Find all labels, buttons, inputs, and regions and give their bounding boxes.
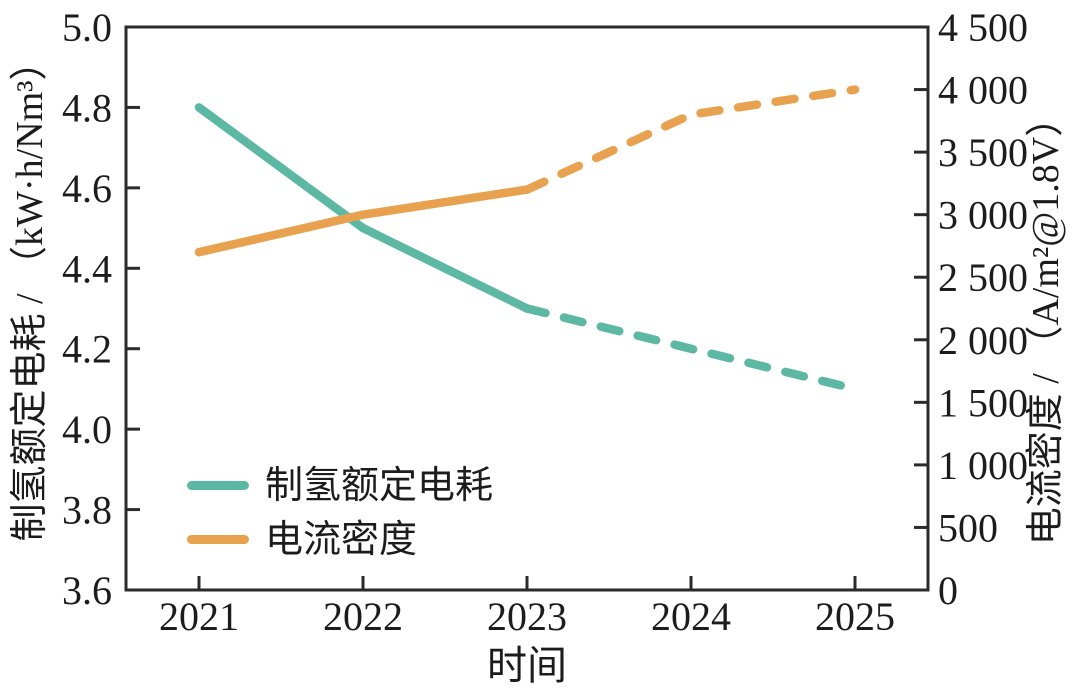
x-axis-tick-label: 2022 xyxy=(323,594,403,639)
series-1-dashed-line xyxy=(522,85,860,194)
right-axis-tick-label: 3 000 xyxy=(938,193,1028,238)
left-axis-tick-label: 4.8 xyxy=(62,85,112,130)
right-axis-tick-label: 2 000 xyxy=(938,318,1028,363)
legend-swatch-current-density-line xyxy=(187,535,249,544)
right-axis-tick-label: 2 500 xyxy=(938,255,1028,300)
left-axis-tick-label: 4.2 xyxy=(62,327,112,372)
x-axis-tick-label: 2023 xyxy=(487,594,567,639)
right-axis-title: 电流密度 / （A/m²@1.8V） xyxy=(1025,98,1067,546)
series-0-dashed-line xyxy=(522,304,860,394)
right-axis-tick-label: 1 500 xyxy=(938,380,1028,425)
left-axis-title: 制氢额定电耗 / （kW·h/Nm³） xyxy=(9,42,51,542)
right-axis-tick-label: 3 500 xyxy=(938,130,1028,175)
right-axis-tick-label: 500 xyxy=(938,505,998,550)
right-axis-tick-label: 4 500 xyxy=(938,5,1028,50)
series-0-solid-line xyxy=(194,103,532,313)
x-axis-tick-label: 2021 xyxy=(159,594,239,639)
legend-swatch-consumption-line xyxy=(187,481,249,490)
legend-label-consumption: 制氢额定电耗 xyxy=(265,464,494,507)
legend: 制氢额定电耗 电流密度 xyxy=(187,462,493,563)
left-axis-tick-label: 5.0 xyxy=(62,5,112,50)
legend-item-consumption: 制氢额定电耗 xyxy=(187,462,493,509)
series-1-solid-line xyxy=(194,185,532,257)
left-axis-tick-label: 3.8 xyxy=(62,488,112,533)
legend-label-current-density: 电流密度 xyxy=(265,518,418,561)
x-axis-tick-label: 2025 xyxy=(815,594,895,639)
left-axis-tick-label: 3.6 xyxy=(62,568,112,613)
right-axis-tick-label: 4 000 xyxy=(938,68,1028,113)
left-axis-tick-label: 4.6 xyxy=(62,166,112,211)
legend-item-current-density: 电流密度 xyxy=(187,516,493,563)
x-axis-title: 时间 xyxy=(487,643,567,688)
left-axis-tick-label: 4.4 xyxy=(62,246,112,291)
right-axis-tick-label: 1 000 xyxy=(938,443,1028,488)
x-axis-tick-label: 2024 xyxy=(651,594,731,639)
left-axis-tick-label: 4.0 xyxy=(62,407,112,452)
right-axis-tick-label: 0 xyxy=(938,568,958,613)
